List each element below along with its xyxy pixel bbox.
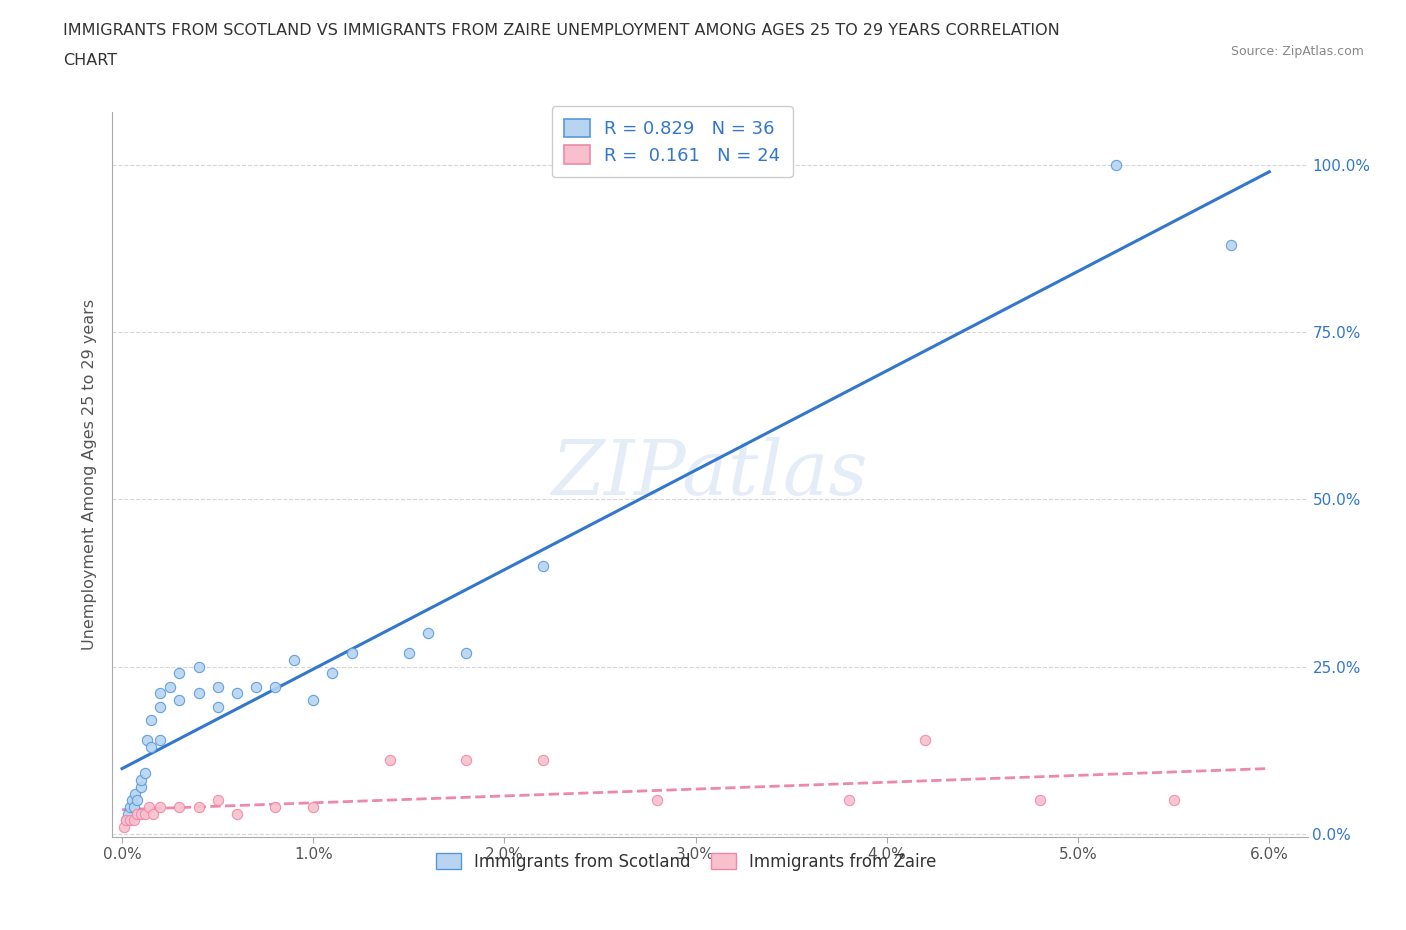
Point (118, 813, 141, 828)
Point (169, 693, 191, 708)
Point (122, 813, 145, 828)
Point (149, 685, 172, 700)
Point (264, 800, 287, 815)
Point (129, 773, 152, 788)
Point (207, 679, 229, 694)
Point (456, 752, 478, 767)
Point (129, 779, 152, 794)
Y-axis label: Unemployment Among Ages 25 to 29 years: Unemployment Among Ages 25 to 29 years (82, 299, 97, 650)
Point (1105, 158, 1128, 173)
Point (1220, 238, 1243, 253)
Point (115, 813, 138, 828)
Point (416, 626, 439, 641)
Point (398, 645, 420, 660)
Point (149, 733, 172, 748)
Point (134, 806, 156, 821)
Text: Source: ZipAtlas.com: Source: ZipAtlas.com (1230, 45, 1364, 58)
Point (187, 659, 209, 674)
Point (118, 800, 141, 815)
Point (159, 679, 181, 694)
Point (138, 800, 160, 815)
Point (169, 666, 191, 681)
Point (149, 699, 172, 714)
Text: IMMIGRANTS FROM SCOTLAND VS IMMIGRANTS FROM ZAIRE UNEMPLOYMENT AMONG AGES 25 TO : IMMIGRANTS FROM SCOTLAND VS IMMIGRANTS F… (63, 23, 1060, 38)
Point (225, 806, 247, 821)
Point (124, 786, 146, 801)
Point (225, 685, 247, 700)
Point (838, 792, 860, 807)
Legend: Immigrants from Scotland, Immigrants from Zaire: Immigrants from Scotland, Immigrants fro… (427, 844, 945, 880)
Point (139, 712, 162, 727)
Point (112, 819, 135, 834)
Point (139, 739, 162, 754)
Point (1029, 792, 1052, 807)
Text: CHART: CHART (63, 53, 117, 68)
Point (264, 679, 287, 694)
Point (117, 806, 139, 821)
Point (122, 800, 145, 815)
Point (647, 792, 669, 807)
Point (531, 559, 554, 574)
Point (121, 792, 143, 807)
Point (142, 806, 165, 821)
Point (207, 792, 229, 807)
Point (149, 800, 172, 815)
Point (531, 752, 554, 767)
Point (129, 806, 152, 821)
Point (115, 813, 138, 828)
Point (321, 666, 343, 681)
Point (169, 800, 191, 815)
Text: ZIPatlas: ZIPatlas (551, 437, 869, 512)
Point (134, 766, 156, 781)
Point (302, 693, 325, 708)
Point (207, 699, 229, 714)
Point (283, 652, 305, 667)
Point (245, 679, 267, 694)
Point (127, 806, 149, 821)
Point (378, 752, 401, 767)
Point (456, 645, 478, 660)
Point (127, 792, 149, 807)
Point (187, 685, 209, 700)
Point (135, 733, 157, 748)
Point (302, 800, 325, 815)
Point (1163, 792, 1185, 807)
Point (340, 645, 363, 660)
Point (187, 800, 209, 815)
Point (914, 733, 936, 748)
